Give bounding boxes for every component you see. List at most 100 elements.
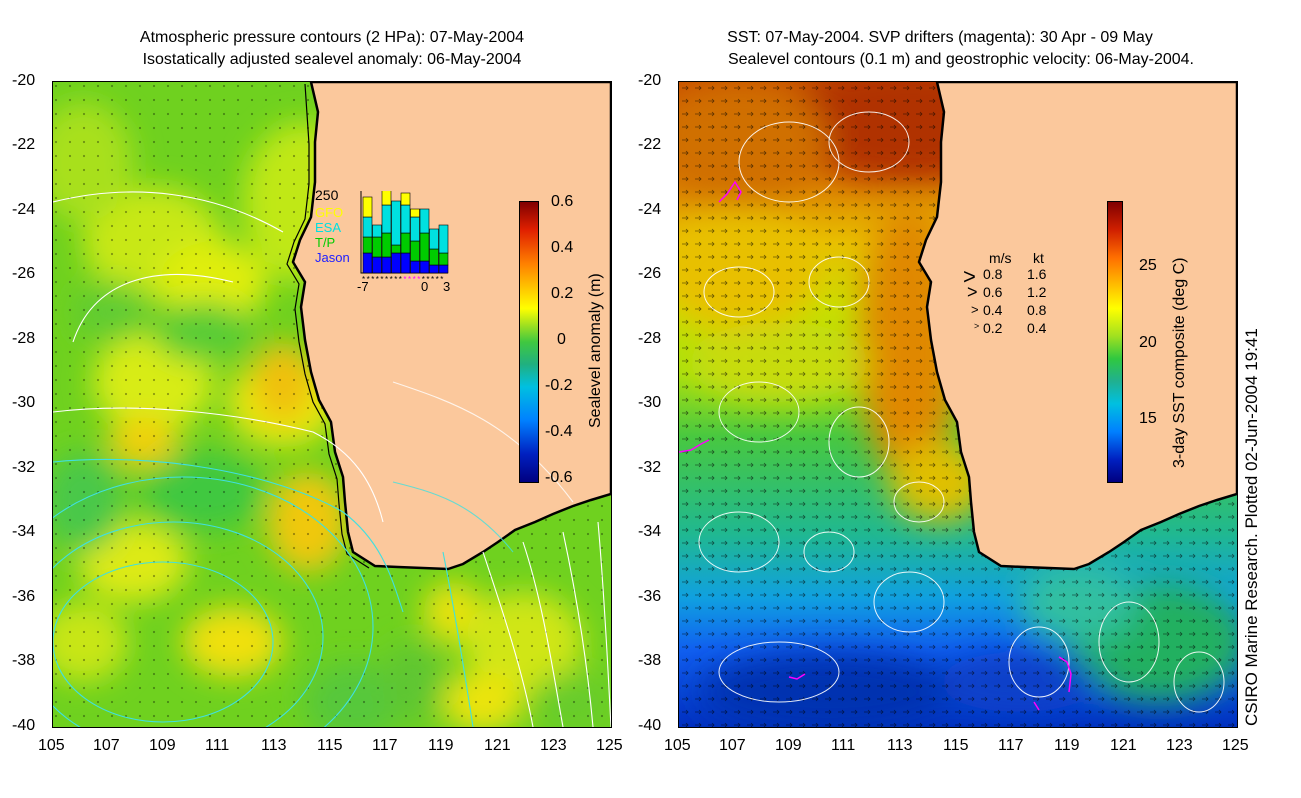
right-title-line1: SST: 07-May-2004. SVP drifters (magenta)… xyxy=(727,29,1153,46)
left-lat-tick: -24 xyxy=(12,201,36,218)
left-title-line1: Atmospheric pressure contours (2 HPa): 0… xyxy=(139,29,525,46)
inset-bar-jason xyxy=(400,252,411,274)
left-lat-tick: -20 xyxy=(12,72,36,89)
inset-bar-esa xyxy=(381,204,392,234)
velocity-header-kt: kt xyxy=(1033,250,1044,266)
inset-day-marker: * xyxy=(408,275,411,284)
inset-day-marker: * xyxy=(376,275,379,284)
right-cb-tick-25: 25 xyxy=(1139,257,1157,274)
left-cb-tick-4: -0.2 xyxy=(545,377,573,394)
inset-legend-gfo: GFO xyxy=(315,205,344,220)
credit-text: CSIRO Marine Research. Plotted 02-Jun-20… xyxy=(1242,328,1261,726)
inset-bar-esa xyxy=(419,208,430,234)
inset-day-marker: * xyxy=(390,275,393,284)
left-cb-tick-2: 0.2 xyxy=(551,285,574,302)
velocity-kt-value: 0.8 xyxy=(1027,302,1047,318)
right-title-line2: Sealevel contours (0.1 m) and geostrophi… xyxy=(727,51,1194,68)
right-cb-tick-15: 15 xyxy=(1139,410,1157,427)
right-lon-tick: 111 xyxy=(831,737,856,754)
right-lon-tick: 121 xyxy=(1110,737,1137,754)
left-cb-tick-3: 0 xyxy=(557,331,566,348)
left-lat-tick: -22 xyxy=(12,136,36,153)
inset-bar-gfo xyxy=(381,191,392,206)
inset-bar-tp xyxy=(429,248,439,266)
right-lon-tick: 105 xyxy=(664,737,691,754)
left-lon-tick: 113 xyxy=(261,737,287,754)
arrow-0-6-icon: > xyxy=(967,282,978,302)
right-lat-tick: -22 xyxy=(638,136,662,153)
velocity-ms-value: 0.6 xyxy=(983,284,1003,300)
right-colorbar-label: 3-day SST composite (deg C) xyxy=(1171,257,1188,468)
inset-bar-jason xyxy=(410,260,420,274)
inset-bar-gfo xyxy=(410,208,420,218)
right-lat-axis: -20 -22 -24 -26 -28 -30 -32 -34 -36 -38 … xyxy=(626,73,676,734)
left-lat-tick: -40 xyxy=(12,717,36,734)
inset-bar-tp xyxy=(410,240,420,262)
left-lon-tick: 119 xyxy=(428,737,454,754)
inset-bar-esa xyxy=(362,216,373,238)
right-cb-tick-20: 20 xyxy=(1139,334,1157,351)
right-lat-tick: -34 xyxy=(638,523,662,540)
inset-bar-tp xyxy=(438,252,449,266)
left-lon-tick: 105 xyxy=(38,737,65,754)
right-lat-tick: -30 xyxy=(638,394,662,411)
right-map-svg xyxy=(679,82,1237,727)
left-lon-tick: 121 xyxy=(484,737,511,754)
inset-x-label-zero: 0 xyxy=(421,279,429,294)
left-colorbar-label: Sealevel anomaly (m) xyxy=(587,273,604,428)
right-map: m/s kt > 0.8 1.6 > 0.6 1.2 > 0.4 0.8 > 0… xyxy=(678,81,1238,728)
right-lat-tick: -26 xyxy=(638,265,662,282)
inset-bar-jason xyxy=(429,264,439,274)
sealevel-contours xyxy=(698,111,1225,713)
inset-day-marker: * xyxy=(403,275,406,284)
right-lat-tick: -40 xyxy=(638,717,662,734)
right-lon-tick: 115 xyxy=(943,737,969,754)
pressure-contours xyxy=(53,191,611,727)
inset-day-marker: * xyxy=(422,275,425,284)
inset-bar-esa xyxy=(429,228,439,250)
velocity-kt-value: 0.4 xyxy=(1027,320,1047,336)
right-lat-tick: -20 xyxy=(638,72,662,89)
arrow-0-8-icon: > xyxy=(963,264,976,289)
inset-bar-esa xyxy=(391,200,401,246)
inset-day-marker: * xyxy=(362,275,365,284)
velocity-ms-value: 0.2 xyxy=(983,320,1003,336)
svp-drifter-tracks xyxy=(679,180,1072,711)
left-cb-tick-0: 0.6 xyxy=(551,193,574,210)
arrow-0-4-icon: > xyxy=(971,302,979,317)
inset-bar-tp xyxy=(372,236,382,258)
right-lon-tick: 125 xyxy=(1222,737,1249,754)
left-lat-tick: -36 xyxy=(12,588,36,605)
inset-bar-gfo xyxy=(400,192,411,206)
velocity-kt-value: 1.2 xyxy=(1027,284,1047,300)
inset-legend-tp: T/P xyxy=(315,235,336,250)
inset-legend-esa: ESA xyxy=(315,220,342,235)
left-lon-tick: 115 xyxy=(317,737,343,754)
inset-bar-jason xyxy=(438,264,449,274)
left-lat-tick: -38 xyxy=(12,652,36,669)
inset-day-marker: * xyxy=(394,275,397,284)
left-lon-tick: 107 xyxy=(93,737,120,754)
inset-day-marker: * xyxy=(426,275,429,284)
inset-day-marker: * xyxy=(385,275,388,284)
altimeter-inset: 250 GFO ESA T/P Jason * * * * * * * * * * * * * * * * * *… xyxy=(315,187,455,299)
right-lat-tick: -28 xyxy=(638,330,662,347)
velocity-legend: m/s kt > 0.8 1.6 > 0.6 1.2 > 0.4 0.8 > 0… xyxy=(963,250,1079,340)
australia-land-right xyxy=(917,82,1237,571)
velocity-ms-value: 0.4 xyxy=(983,302,1003,318)
left-lon-tick: 111 xyxy=(205,737,230,754)
velocity-header-ms: m/s xyxy=(989,250,1012,266)
inset-day-marker: * xyxy=(417,275,420,284)
right-lon-tick: 119 xyxy=(1054,737,1080,754)
inset-day-marker: * xyxy=(399,275,402,284)
inset-bar-tp xyxy=(419,232,430,262)
left-title-line2: Isostatically adjusted sealevel anomaly:… xyxy=(142,51,522,68)
left-lon-tick: 109 xyxy=(149,737,176,754)
left-cb-tick-1: 0.4 xyxy=(551,239,574,256)
right-lon-tick: 117 xyxy=(998,737,1024,754)
inset-bars: * * * * * * * * * * * * * * * * * * xyxy=(360,191,449,284)
left-lat-tick: -34 xyxy=(12,523,36,540)
left-lat-axis: -20 -22 -24 -26 -28 -30 -32 -34 -36 -38 … xyxy=(0,73,50,734)
left-lat-tick: -28 xyxy=(12,330,36,347)
inset-bar-jason xyxy=(372,256,382,274)
